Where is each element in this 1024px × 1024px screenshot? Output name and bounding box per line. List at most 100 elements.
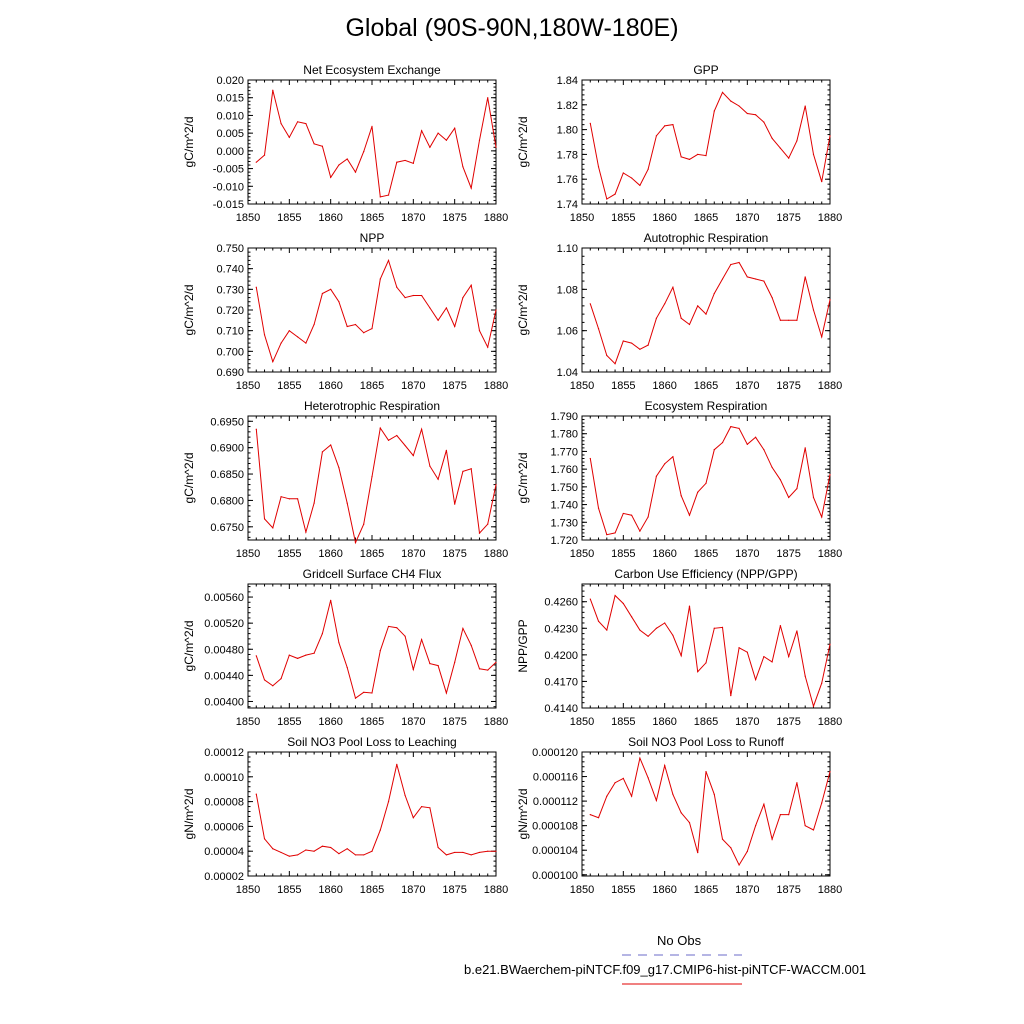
page-title: Global (90S-90N,180W-180E) (345, 14, 679, 42)
data-point (396, 161, 398, 163)
x-tick-label: 1855 (277, 884, 301, 896)
data-point (263, 518, 266, 520)
x-tick-label: 1855 (611, 212, 635, 224)
data-point (263, 679, 266, 681)
data-point (478, 330, 481, 332)
data-point (462, 166, 464, 168)
data-point (263, 154, 266, 156)
data-point (746, 276, 748, 278)
series-line (255, 600, 497, 700)
data-point (804, 447, 806, 449)
data-point (495, 661, 497, 663)
y-axis-label: gN/m^2/d (182, 789, 196, 840)
x-tick-label: 1860 (318, 548, 342, 560)
y-tick-label: 1.720 (550, 535, 578, 547)
x-tick-label: 1870 (401, 212, 425, 224)
data-point (647, 344, 649, 346)
data-point (354, 854, 357, 856)
data-point (779, 319, 782, 321)
data-point (788, 814, 790, 816)
y-tick-label: 1.790 (550, 411, 578, 423)
data-point (354, 171, 357, 173)
data-point (462, 297, 464, 299)
data-point (429, 307, 431, 309)
data-point (688, 158, 691, 160)
data-point (688, 514, 691, 516)
data-point (597, 817, 600, 819)
x-tick-label: 1860 (318, 380, 342, 392)
data-point (288, 654, 290, 656)
data-point (445, 692, 447, 694)
series-line (255, 258, 497, 364)
plot-frame (247, 751, 497, 877)
chart-panel: 1850 1855 1860 1865 1870 1875 1880 1.720 1.730 1.… (516, 399, 842, 560)
data-point (305, 342, 307, 344)
y-tick-label: 0.4170 (544, 676, 578, 688)
y-tick-label: 0.020 (216, 75, 244, 87)
x-tick-label: 1870 (735, 884, 759, 896)
x-tick-label: 1850 (236, 884, 260, 896)
series-line (255, 426, 497, 545)
data-point (589, 122, 591, 124)
y-axis-label: NPP/GPP (516, 619, 530, 672)
data-point (622, 512, 624, 515)
y-axis-label: gC/m^2/d (516, 285, 530, 336)
y-tick-label: 0.700 (216, 346, 244, 358)
data-point (614, 594, 616, 597)
data-point (589, 303, 591, 305)
data-point (763, 803, 765, 805)
data-point (788, 656, 790, 658)
panel-title: Soil NO3 Pool Loss to Runoff (628, 735, 785, 749)
x-tick-label: 1850 (236, 716, 260, 728)
chart-panel: 1850 1855 1860 1865 1870 1875 1880 1.04 1.06 1.08… (516, 231, 842, 392)
data-point (387, 625, 390, 628)
data-point (597, 620, 600, 622)
x-tick-label: 1855 (277, 716, 301, 728)
data-point (321, 145, 323, 147)
data-point (812, 829, 815, 831)
data-point (445, 854, 447, 856)
y-tick-label: 1.740 (550, 500, 578, 512)
y-tick-label: 0.00006 (204, 821, 244, 833)
x-tick-label: 1865 (694, 716, 718, 728)
data-point (404, 444, 406, 447)
x-tick-label: 1880 (484, 716, 508, 728)
y-tick-label: 0.6750 (210, 522, 244, 534)
data-point (363, 332, 365, 334)
data-point (272, 361, 274, 363)
y-tick-label: -0.010 (213, 181, 244, 193)
data-point (297, 498, 299, 500)
data-point (796, 319, 798, 321)
y-tick-label: 0.00440 (204, 670, 244, 682)
data-point (297, 657, 299, 660)
x-tick-label: 1850 (570, 884, 594, 896)
x-tick-label: 1875 (442, 716, 466, 728)
data-point (779, 479, 782, 481)
data-point (379, 427, 381, 429)
data-point (338, 301, 340, 303)
data-point (412, 294, 414, 297)
series-line (255, 764, 496, 857)
x-tick-label: 1850 (236, 380, 260, 392)
data-point (396, 286, 398, 288)
y-tick-label: 1.82 (557, 100, 578, 112)
data-point (639, 629, 641, 631)
data-point (280, 678, 282, 680)
y-tick-label: 0.4140 (544, 703, 578, 715)
x-tick-label: 1855 (611, 548, 635, 560)
data-point (470, 644, 472, 646)
data-point (379, 649, 381, 652)
data-point (755, 679, 757, 681)
y-tick-label: 0.000112 (533, 796, 578, 808)
y-axis-label: gC/m^2/d (182, 453, 196, 504)
data-point (346, 848, 348, 850)
data-point (812, 705, 815, 707)
series-line (589, 261, 831, 365)
x-tick-label: 1850 (236, 548, 260, 560)
data-point (713, 793, 715, 795)
data-point (321, 845, 323, 847)
x-tick-label: 1865 (694, 548, 718, 560)
data-point (412, 454, 414, 457)
data-point (639, 348, 641, 350)
x-tick-label: 1870 (401, 380, 425, 392)
